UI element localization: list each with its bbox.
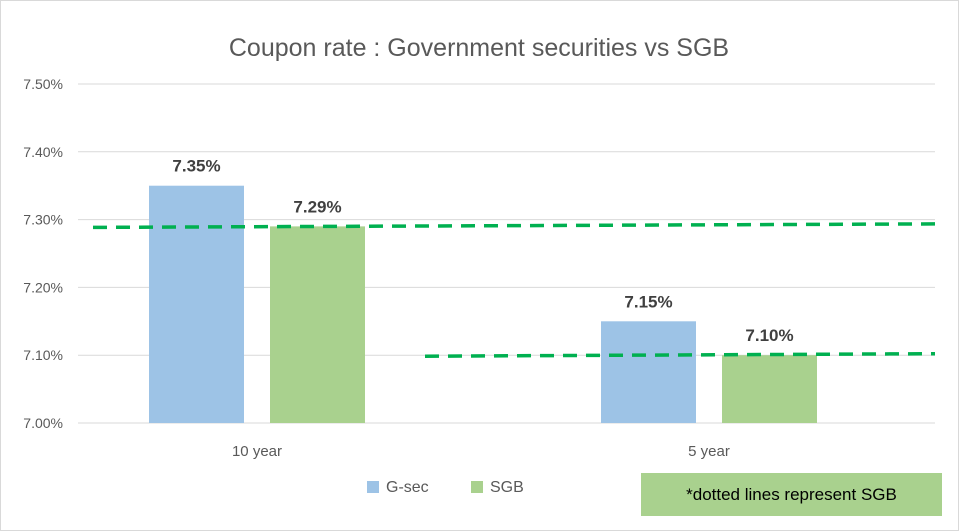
data-label: 7.10% — [745, 326, 793, 345]
bar-g-sec-10-year — [149, 185, 244, 423]
y-tick-label: 7.20% — [23, 279, 63, 295]
bar-g-sec-5-year — [601, 321, 696, 423]
chart-title: Coupon rate : Government securities vs S… — [229, 34, 729, 62]
reference-line-dashed — [92, 222, 936, 230]
data-label: 7.35% — [172, 157, 220, 176]
data-labels: 7.35% 7.29% 7.15% 7.10% — [172, 157, 793, 346]
bars — [149, 185, 817, 423]
note-box: *dotted lines represent SGB — [641, 473, 942, 516]
data-label: 7.29% — [293, 197, 341, 216]
y-tick-label: 7.00% — [23, 415, 63, 431]
reference-line-dashed — [424, 351, 936, 358]
y-tick-label: 7.40% — [23, 144, 63, 160]
x-category-label: 10 year — [232, 443, 282, 460]
note-text: *dotted lines represent SGB — [686, 484, 897, 504]
bar-sgb-5-year — [722, 355, 817, 423]
y-tick-label: 7.10% — [23, 347, 63, 363]
y-tick-label: 7.30% — [23, 212, 63, 228]
legend: G-sec SGB — [367, 479, 524, 496]
legend-label: SGB — [490, 479, 524, 496]
reference-lines — [92, 222, 936, 358]
x-axis-categories: 10 year 5 year — [232, 443, 730, 460]
x-category-label: 5 year — [688, 443, 730, 460]
data-label: 7.15% — [624, 292, 672, 311]
bar-sgb-10-year — [270, 226, 365, 423]
legend-swatch — [367, 481, 379, 493]
legend-swatch — [471, 481, 483, 493]
y-axis-ticks: 7.00% 7.10% 7.20% 7.30% 7.40% 7.50% — [23, 76, 63, 431]
legend-label: G-sec — [386, 479, 429, 496]
y-tick-label: 7.50% — [23, 76, 63, 92]
